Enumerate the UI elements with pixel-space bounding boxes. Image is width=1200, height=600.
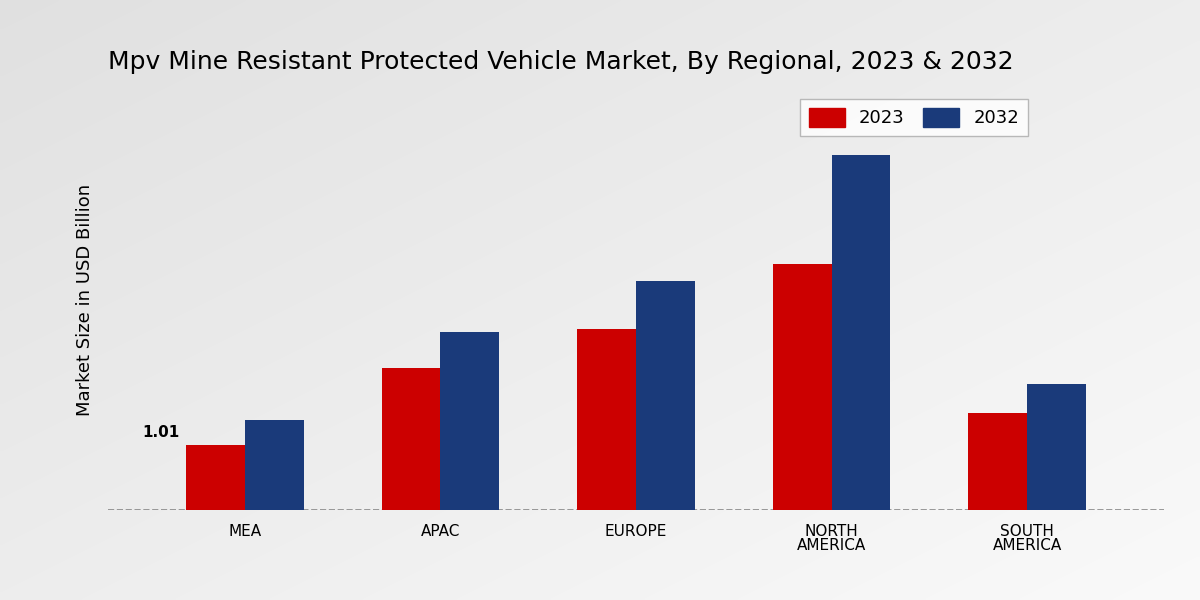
Legend: 2023, 2032: 2023, 2032: [799, 99, 1028, 136]
Bar: [636, 281, 695, 510]
Bar: [968, 413, 1027, 510]
Bar: [577, 329, 636, 510]
Bar: [382, 368, 440, 510]
Bar: [440, 332, 499, 510]
Y-axis label: Market Size in USD Billion: Market Size in USD Billion: [76, 184, 94, 416]
Bar: [773, 265, 832, 510]
Bar: [1027, 384, 1086, 510]
Text: 1.01: 1.01: [142, 425, 180, 440]
Bar: [832, 155, 890, 510]
Bar: [186, 445, 245, 510]
Text: Mpv Mine Resistant Protected Vehicle Market, By Regional, 2023 & 2032: Mpv Mine Resistant Protected Vehicle Mar…: [108, 50, 1014, 74]
Bar: [245, 419, 304, 510]
